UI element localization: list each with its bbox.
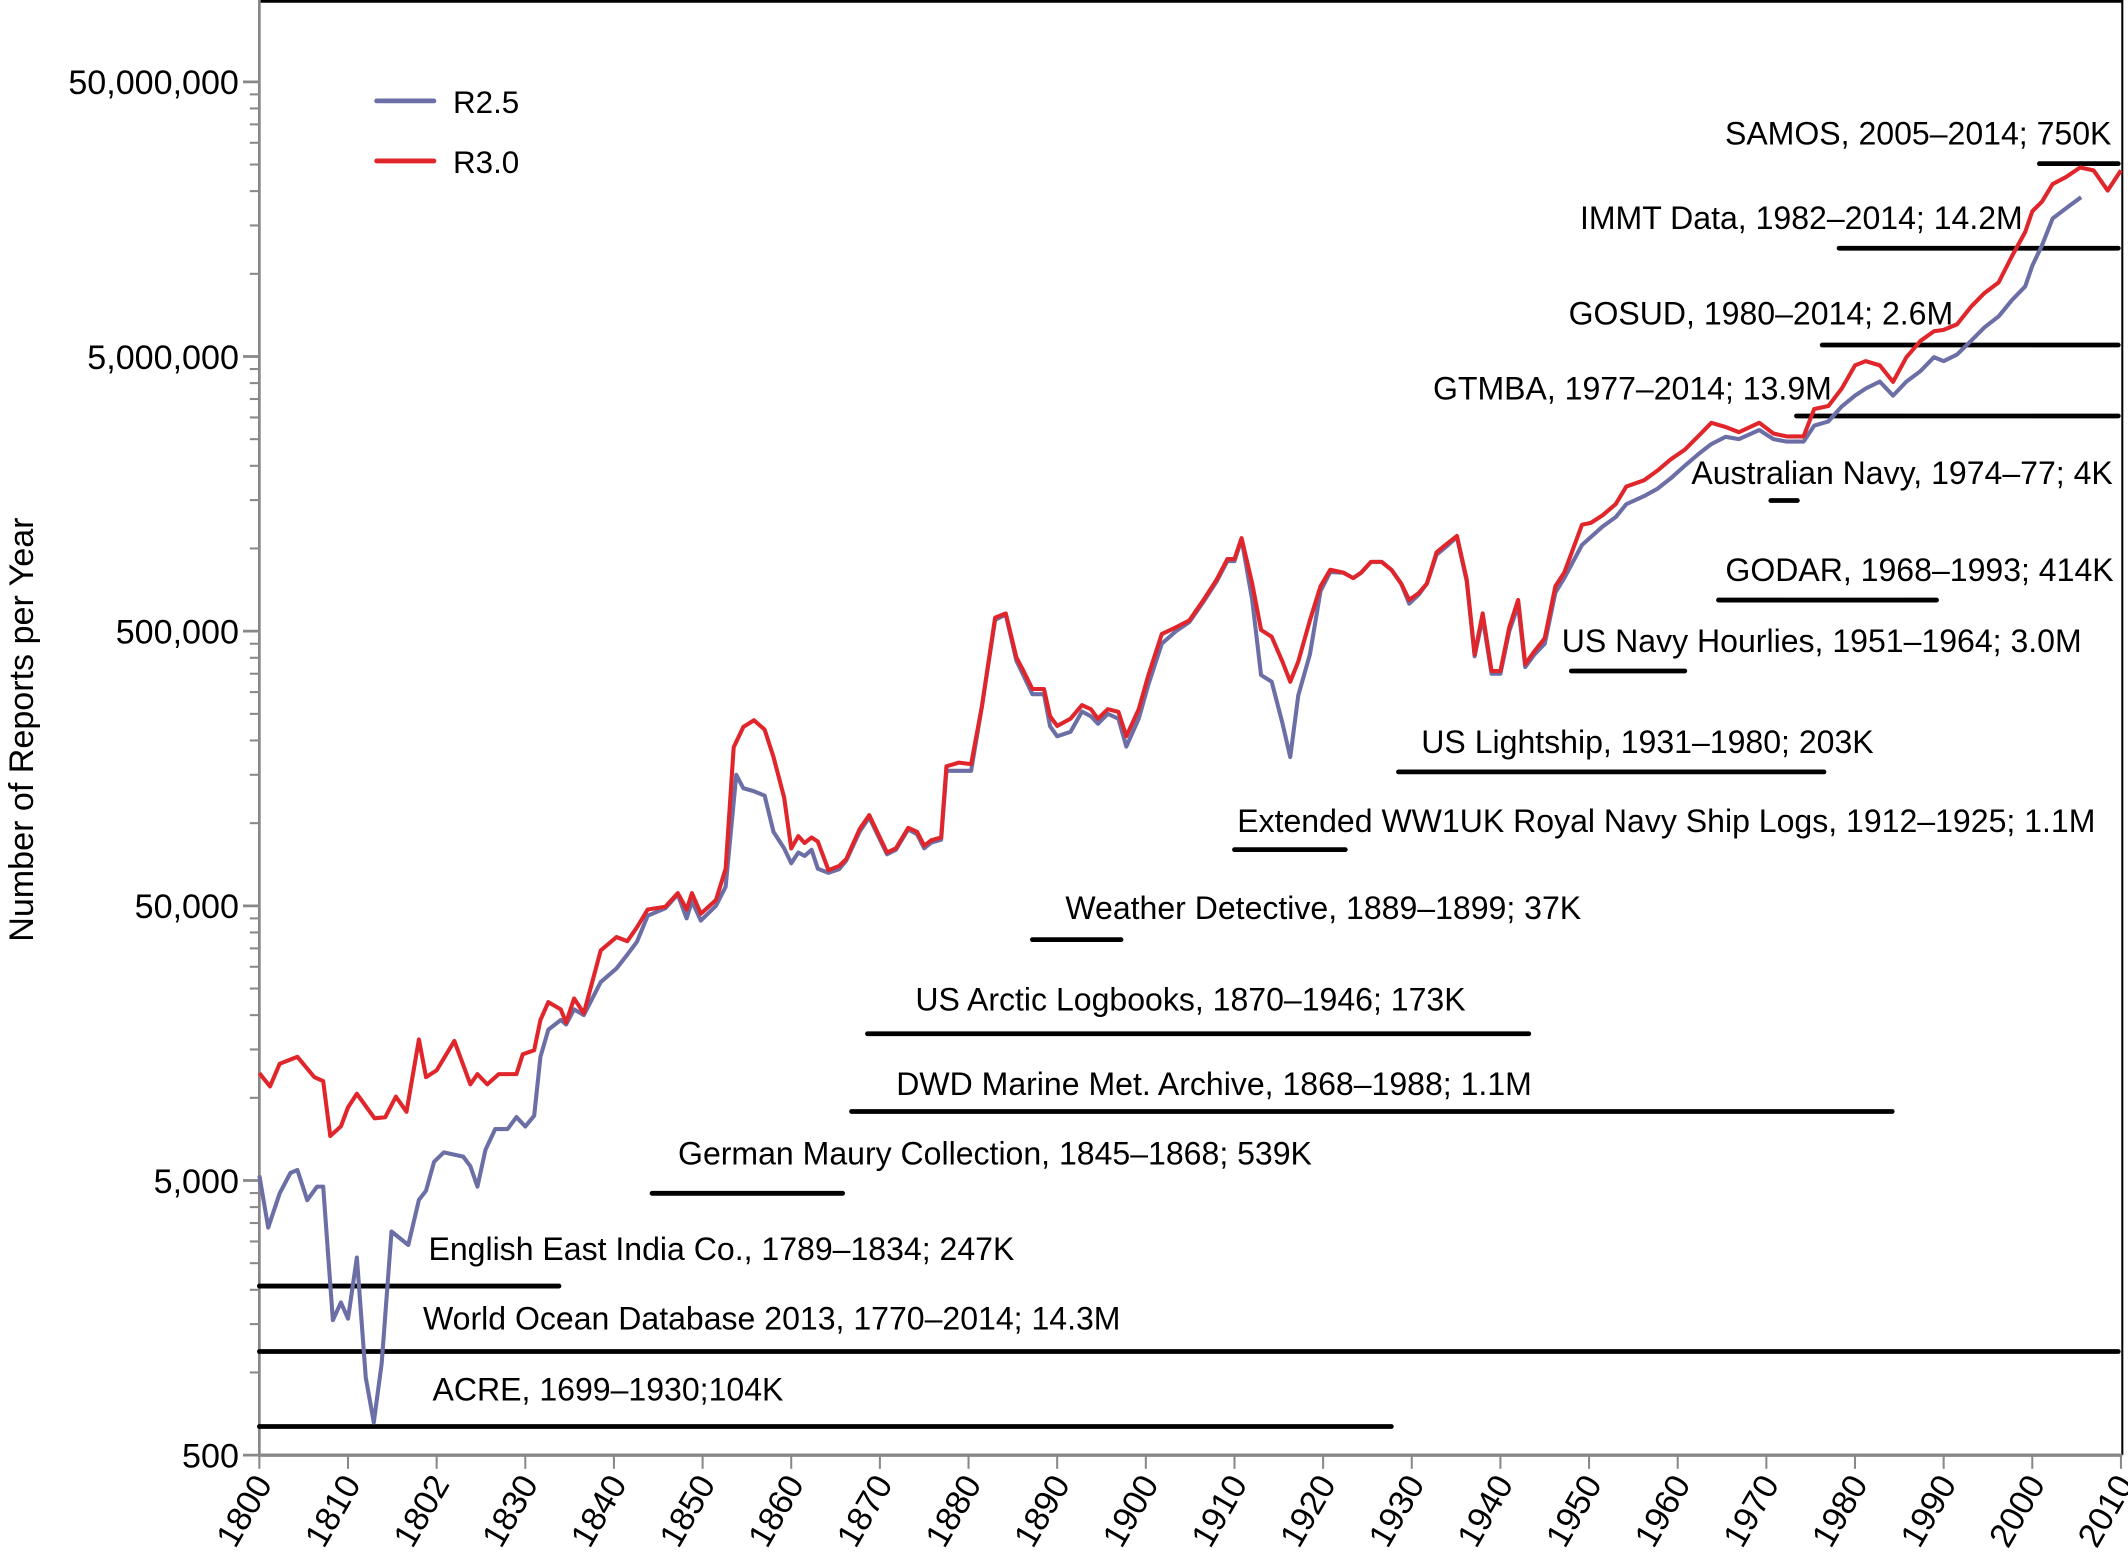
y-tick-label: 50,000: [135, 888, 239, 926]
dataset-label: GOSUD, 1980–2014; 2.6M: [1569, 296, 1954, 332]
y-ticks: 500 5,000 50,000 500,000 5,000,000 50,000,000: [68, 64, 260, 1475]
y-tick-label: 500,000: [116, 613, 239, 651]
x-tick-label: 1990: [1893, 1469, 1964, 1552]
dataset-label: GTMBA, 1977–2014; 13.9M: [1433, 371, 1832, 407]
x-tick-label: 1970: [1716, 1469, 1787, 1552]
x-tick-label: 1810: [298, 1469, 369, 1552]
y-axis-title: Number of Reports per Year: [3, 517, 41, 941]
x-tick-label: 1940: [1450, 1469, 1521, 1552]
dataset-label: World Ocean Database 2013, 1770–2014; 14…: [423, 1301, 1120, 1337]
x-tick-label: 1910: [1184, 1469, 1255, 1552]
dataset-label: German Maury Collection, 1845–1868; 539K: [678, 1136, 1312, 1172]
x-tick-label: 1802: [386, 1469, 457, 1552]
dataset-label: SAMOS, 2005–2014; 750K: [1725, 116, 2111, 152]
y-tick-label: 5,000,000: [87, 339, 239, 377]
x-tick-label: 1980: [1805, 1469, 1876, 1552]
series-line-r3-0: [257, 165, 2123, 1139]
legend-label: R2.5: [453, 85, 519, 120]
dataset-label: US Arctic Logbooks, 1870–1946; 173K: [915, 982, 1465, 1018]
dataset-label: English East India Co., 1789–1834; 247K: [428, 1231, 1014, 1267]
x-tick-label: 1950: [1539, 1469, 1610, 1552]
x-tick-label: 1860: [741, 1469, 812, 1552]
dataset-label: Extended WW1UK Royal Navy Ship Logs, 191…: [1237, 803, 2095, 839]
x-tick-label: 1900: [1096, 1469, 1167, 1552]
dataset-annotations: SAMOS, 2005–2014; 750K IMMT Data, 1982–20…: [256, 116, 2121, 1429]
x-tick-label: 1840: [564, 1469, 635, 1552]
x-tick-label: 1920: [1273, 1469, 1344, 1552]
dataset-label: Weather Detective, 1889–1899; 37K: [1065, 890, 1581, 926]
x-tick-label: 1890: [1007, 1469, 1078, 1552]
x-tick-label: 1960: [1627, 1469, 1698, 1552]
dataset-label: US Lightship, 1931–1980; 203K: [1421, 724, 1873, 760]
y-tick-label: 5,000: [154, 1163, 239, 1201]
x-tick-label: 1850: [652, 1469, 723, 1552]
dataset-label: DWD Marine Met. Archive, 1868–1988; 1.1M: [896, 1066, 1532, 1102]
x-tick-label: 1880: [918, 1469, 989, 1552]
x-tick-label: 1870: [830, 1469, 901, 1552]
x-tick-label: 1830: [475, 1469, 546, 1552]
y-tick-label: 500: [182, 1437, 239, 1475]
y-tick-label: 50,000,000: [68, 64, 239, 102]
axes: [257, 0, 2124, 1457]
x-tick-label: 2000: [1982, 1469, 2053, 1552]
series-line-r2-5: [257, 195, 2083, 1425]
dataset-label: US Navy Hourlies, 1951–1964; 3.0M: [1562, 623, 2082, 659]
series-lines: [257, 165, 2123, 1425]
dataset-label: IMMT Data, 1982–2014; 14.2M: [1580, 200, 2023, 236]
legend: R2.5 R3.0: [374, 85, 519, 180]
x-tick-label: 2010: [2071, 1469, 2128, 1552]
x-tick-label: 1930: [1362, 1469, 1433, 1552]
x-ticks: 1800 1810 1802 1830 1840 1850 1860 1870 1880 1890…: [209, 1455, 2128, 1552]
dataset-label: Australian Navy, 1974–77; 4K: [1691, 455, 2112, 491]
dataset-label: GODAR, 1968–1993; 414K: [1725, 552, 2113, 588]
legend-label: R3.0: [453, 145, 519, 180]
x-tick-label: 1800: [209, 1469, 280, 1552]
dataset-label: ACRE, 1699–1930;104K: [433, 1372, 784, 1408]
